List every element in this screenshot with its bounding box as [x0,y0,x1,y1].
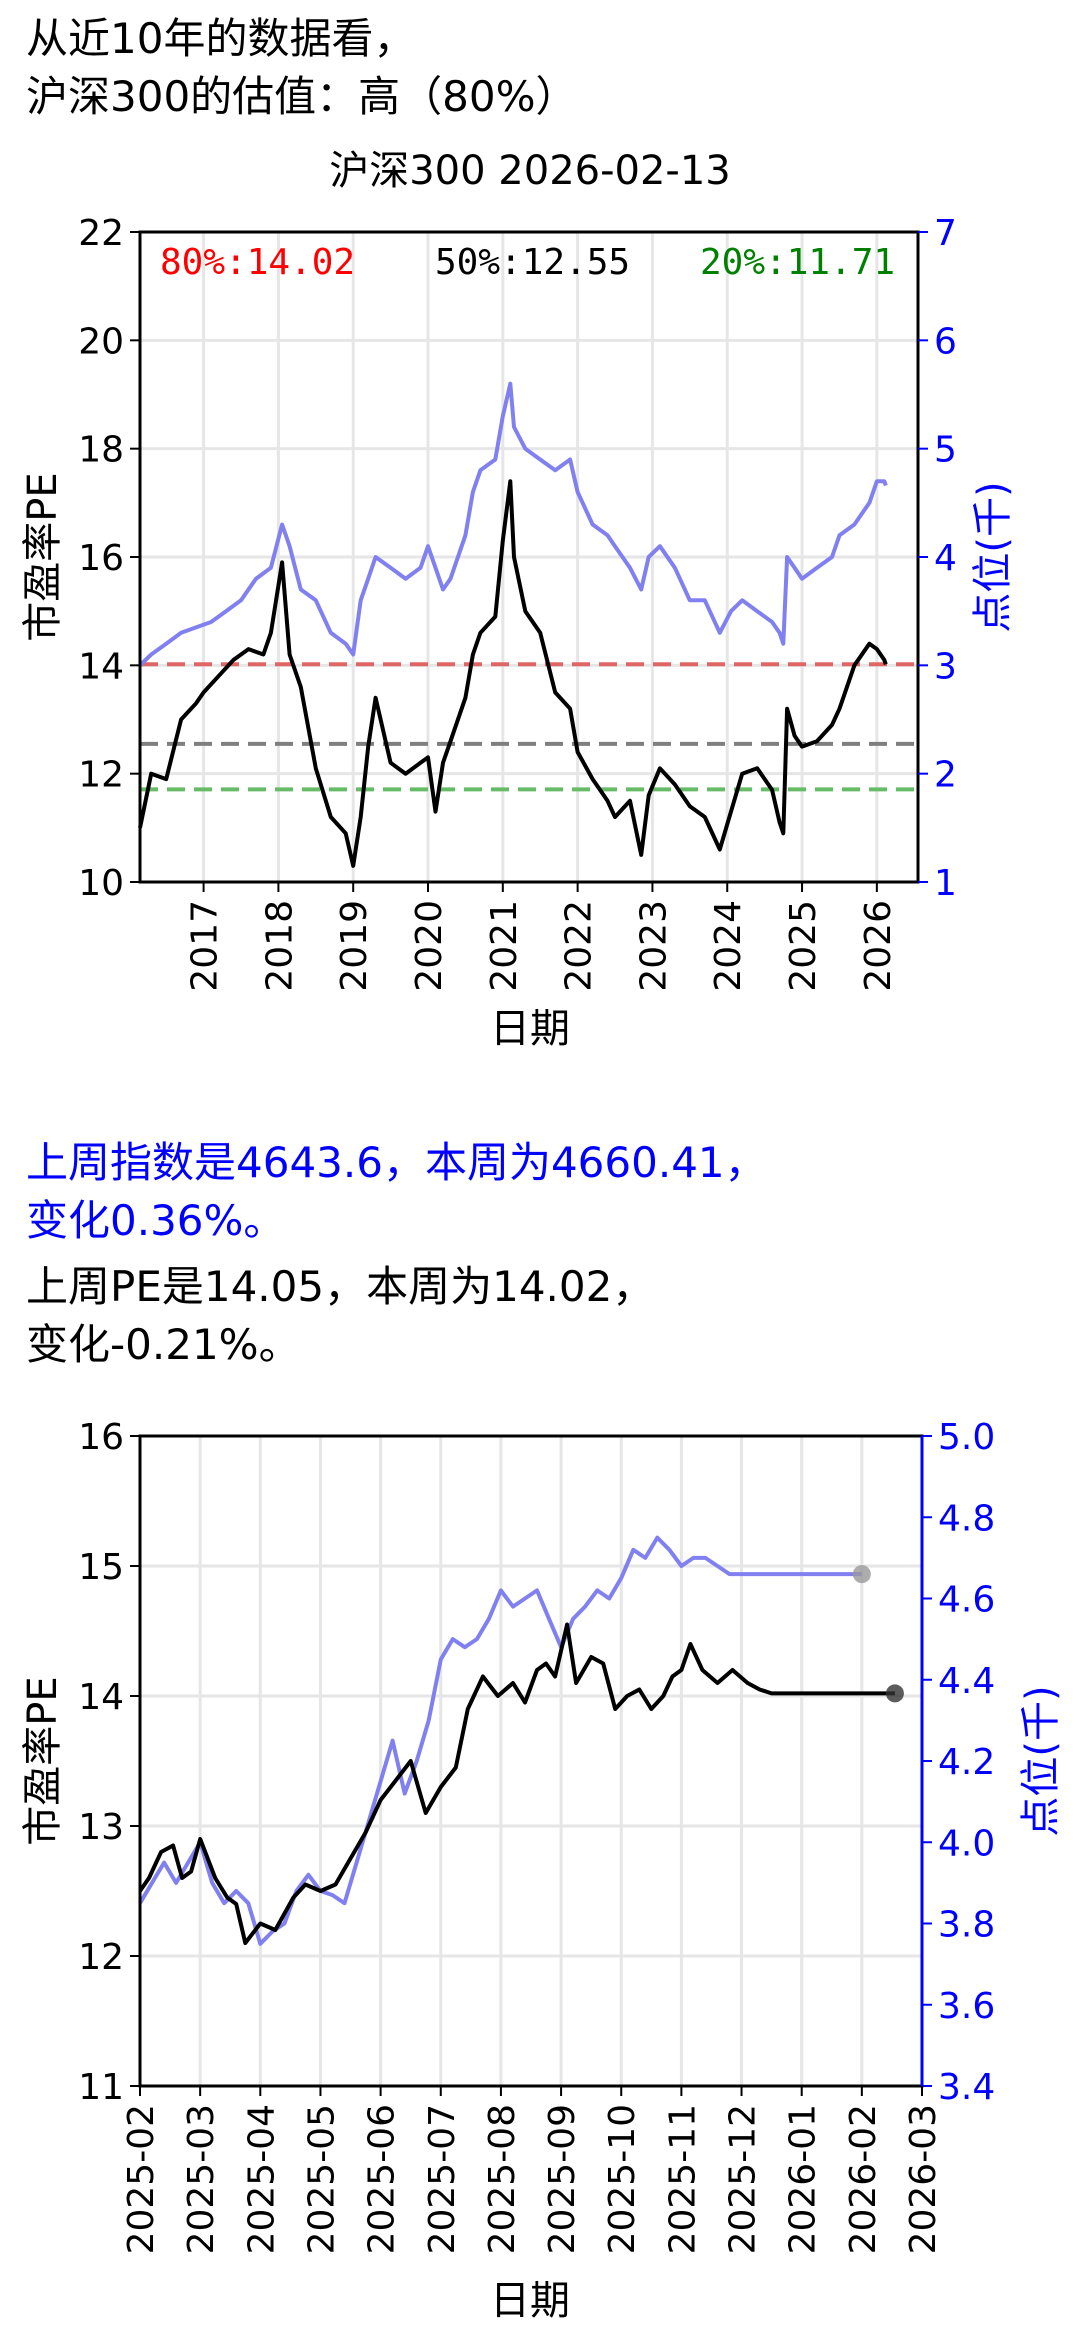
chart1-ytick-label: 14 [78,646,124,687]
chart1-series-index [138,381,888,667]
chart2-y2tick-label: 5.0 [938,1417,995,1458]
chart2-xtick-label: 2026-02 [843,2104,884,2254]
chart2-series-pe [138,1622,895,1945]
summary-index-line-1: 上周指数是4643.6，本周为4660.41， [26,1138,767,1187]
chart1-ytick-label: 16 [78,538,124,579]
chart1-xtick-label: 2024 [708,900,749,992]
chart1-xtick-label: 2017 [185,900,226,992]
chart1-y2tick-label: 6 [934,321,957,362]
chart2-ytick-label: 15 [78,1547,124,1588]
chart1-ytick-label: 18 [78,430,124,471]
chart2-xtick-label: 2025-03 [181,2104,222,2254]
chart2-xtick-label: 2025-10 [602,2104,643,2254]
chart2-ytick-label: 13 [78,1807,124,1848]
chart2-y2tick-label: 3.8 [938,1905,995,1946]
chart2-y2tick-label: 4.2 [938,1742,995,1783]
chart1-xtick-label: 2025 [783,900,824,992]
percentile-label-3: 20%:11.71 [700,242,895,283]
chart2-y2tick-label: 3.6 [938,1986,995,2027]
chart2-y2tick-label: 4.6 [938,1580,995,1621]
chart1-y2tick-label: 7 [934,213,957,254]
chart2-series-index [138,1535,862,1946]
chart1-ylabel: 市盈率PE [20,472,66,641]
chart2-last-point-index [852,1565,871,1584]
chart2-xtick-label: 2025-12 [723,2104,764,2254]
chart2-xlabel: 日期 [490,2278,570,2324]
chart2-xtick-label: 2026-03 [903,2104,944,2254]
chart2-frame [138,1434,924,2088]
chart1-y2tick-label: 2 [934,755,957,796]
chart2-xtick-label: 2025-07 [422,2104,463,2254]
pe-recent-chart: 11 12 13 14 15 16 3.4 3.6 3.8 4.0 4.2 4.4 4.6 4.8 5.0… [20,1417,1064,2324]
header-line-2: 沪深300的估值：高（80%） [26,72,578,121]
chart1-y2label: 点位(千) [970,481,1016,632]
chart2-ylabel: 市盈率PE [20,1676,66,1845]
chart2-y2tick-label: 4.4 [938,1661,995,1702]
chart1-xtick-label: 2026 [858,900,899,992]
chart2-y2tick-label: 4.0 [938,1823,995,1864]
chart2-xtick-label: 2025-02 [121,2104,162,2254]
chart1-xtick-label: 2021 [484,900,525,992]
chart2-xtick-label: 2026-01 [783,2104,824,2254]
percentile-label-1: 80%:14.02 [160,242,355,283]
pe-history-chart: 沪深300 2026-02-13 80%:14.02 50%:12.55 20%:1… [20,148,1016,1052]
summary-pe-line-1: 上周PE是14.05，本周为14.02， [26,1262,655,1311]
chart1-ytick-label: 12 [78,755,124,796]
chart1-ytick-label: 10 [78,863,124,904]
chart1-y2tick-label: 5 [934,430,957,471]
chart2-xtick-label: 2025-09 [542,2104,583,2254]
chart1-y2tick-label: 1 [934,863,957,904]
chart1-title: 沪深300 2026-02-13 [329,148,731,194]
chart1-y2tick-label: 4 [934,538,957,579]
chart2-y2label: 点位(千) [1018,1685,1064,1836]
chart1-ytick-label: 22 [78,213,124,254]
summary-index-line-2: 变化0.36%。 [26,1196,286,1245]
chart1-xtick-label: 2020 [409,900,450,992]
summary-pe-line-2: 变化-0.21%。 [26,1320,301,1369]
chart2-xtick-label: 2025-08 [482,2104,523,2254]
chart2-xtick-label: 2025-06 [362,2104,403,2254]
chart2-last-point-pe [885,1684,904,1703]
percentile-label-2: 50%:12.55 [435,242,630,283]
header-line-1: 从近10年的数据看， [26,14,416,63]
chart1-y2tick-label: 3 [934,646,957,687]
chart2-xtick-label: 2025-11 [662,2104,703,2254]
chart1-xtick-label: 2018 [259,900,300,992]
chart2-y2tick-label: 4.8 [938,1498,995,1539]
chart2-y2tick-label: 3.4 [938,2067,995,2108]
chart2-xtick-label: 2025-05 [301,2104,342,2254]
chart2-ytick-label: 16 [78,1417,124,1458]
chart1-xtick-label: 2022 [559,900,600,992]
chart2-ytick-label: 11 [78,2067,124,2108]
chart2-ytick-label: 12 [78,1937,124,1978]
chart1-series-pe [138,479,888,868]
chart1-xtick-label: 2019 [334,900,375,992]
chart1-xtick-label: 2023 [633,900,674,992]
chart1-ytick-label: 20 [78,321,124,362]
chart2-xtick-label: 2025-04 [241,2104,282,2254]
chart2-ytick-label: 14 [78,1677,124,1718]
chart1-xlabel: 日期 [490,1006,570,1052]
